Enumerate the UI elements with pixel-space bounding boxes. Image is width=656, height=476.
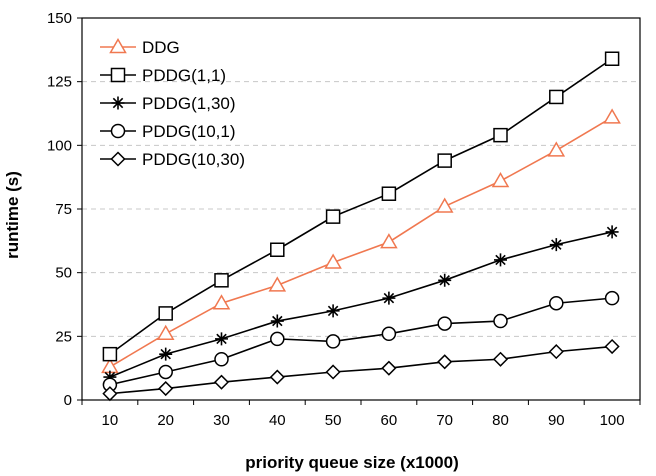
data-point-pddg-1-1 [214, 273, 229, 288]
data-point-pddg-10-30 [102, 386, 118, 402]
data-point-ddg [268, 276, 287, 292]
data-point-pddg-10-1 [604, 290, 620, 306]
data-point-pddg-1-1 [493, 127, 508, 143]
y-tick-label: 50 [55, 265, 72, 282]
series-line-pddg-10-1 [109, 297, 613, 386]
legend-label: PDDG(10,30) [142, 150, 245, 169]
data-point-pddg-10-1 [214, 352, 229, 367]
data-point-pddg-10-1 [270, 331, 285, 347]
data-point-pddg-1-30 [549, 238, 563, 252]
data-point-pddg-10-30 [213, 374, 230, 390]
x-tick-label: 70 [436, 412, 453, 429]
x-tick-label: 60 [381, 412, 398, 429]
x-tick-label: 90 [548, 412, 565, 429]
series-pddg-10-1 [102, 290, 620, 392]
data-point-pddg-1-30 [215, 332, 228, 346]
series-line-pddg-10-30 [109, 345, 613, 395]
gridlines [82, 81, 640, 337]
data-point-pddg-10-30 [604, 338, 620, 355]
data-point-ddg [435, 197, 454, 213]
data-point-pddg-1-1 [437, 153, 452, 168]
data-point-pddg-1-1 [381, 186, 397, 201]
data-point-pddg-1-30 [605, 225, 619, 239]
y-tick-label: 125 [47, 74, 72, 91]
series-pddg-1-1 [102, 51, 620, 362]
data-point-pddg-1-1 [325, 209, 341, 224]
legend-entry-pddg-1-1: PDDG(1,1) [100, 66, 226, 85]
x-tick-label: 20 [157, 412, 174, 429]
legend-marker [111, 96, 125, 110]
y-tick-label: 0 [64, 392, 72, 409]
data-point-ddg [491, 171, 510, 188]
x-tick-label: 40 [269, 412, 286, 429]
data-point-pddg-1-1 [102, 346, 118, 362]
legend-marker [109, 37, 127, 54]
data-point-pddg-1-30 [270, 314, 284, 328]
legend-marker [110, 67, 126, 83]
data-point-ddg [547, 141, 566, 157]
data-point-ddg [380, 233, 398, 249]
series-lines [101, 51, 621, 402]
data-point-ddg [156, 324, 175, 341]
x-axis-title: priority queue size (x1000) [245, 453, 459, 472]
x-tick-label: 100 [600, 412, 625, 429]
data-point-pddg-10-1 [325, 334, 341, 349]
legend-marker [110, 123, 126, 139]
data-point-ddg [212, 294, 231, 310]
data-point-pddg-10-30 [325, 364, 341, 380]
data-point-pddg-10-30 [492, 351, 509, 367]
x-tick-label: 10 [102, 412, 119, 429]
data-point-pddg-10-1 [493, 313, 508, 329]
data-point-pddg-1-1 [270, 242, 285, 257]
y-tick-label: 150 [47, 10, 72, 27]
data-point-pddg-1-30 [494, 253, 507, 267]
series-pddg-1-30 [103, 225, 619, 384]
legend-entry-pddg-10-30: PDDG(10,30) [100, 150, 245, 169]
data-point-pddg-10-1 [437, 316, 452, 331]
legend-entry-ddg: DDG [100, 37, 180, 57]
data-point-pddg-10-1 [158, 364, 173, 380]
series-line-pddg-1-30 [109, 231, 613, 378]
legend-label: PDDG(1,1) [142, 66, 226, 85]
data-point-pddg-1-30 [438, 273, 452, 287]
legend: DDG PDDG(1,1) PDDG(1,30) PDDG(10,1) PDDG(10,… [100, 37, 245, 169]
x-tick-label: 30 [213, 412, 230, 429]
data-point-pddg-1-1 [549, 89, 564, 105]
legend-marker [110, 151, 126, 167]
data-point-pddg-1-30 [103, 370, 117, 384]
data-point-pddg-10-30 [381, 360, 397, 376]
data-point-pddg-1-30 [326, 304, 340, 318]
legend-entry-pddg-1-30: PDDG(1,30) [100, 94, 236, 113]
legend-label: PDDG(1,30) [142, 94, 236, 113]
data-point-ddg [324, 253, 342, 269]
data-point-pddg-1-30 [382, 291, 396, 305]
data-point-pddg-10-30 [158, 380, 174, 397]
series-pddg-10-30 [102, 338, 620, 402]
y-tick-label: 25 [55, 328, 72, 345]
data-point-pddg-1-1 [158, 306, 173, 321]
y-axis-title: runtime (s) [3, 171, 22, 259]
legend-entry-pddg-10-1: PDDG(10,1) [100, 122, 236, 141]
series-line-pddg-1-1 [109, 58, 613, 355]
legend-label: DDG [142, 38, 180, 57]
series-ddg [101, 108, 621, 374]
axes: 0 25 50 75 100 125 150 10 20 30 40 50 60 70 80 90 100 [47, 10, 641, 429]
legend-label: PDDG(10,1) [142, 122, 236, 141]
data-point-pddg-10-1 [381, 326, 397, 342]
x-tick-label: 80 [492, 412, 509, 429]
data-point-pddg-10-30 [548, 344, 564, 360]
series-line-ddg [109, 116, 613, 368]
data-point-pddg-10-30 [269, 369, 285, 385]
y-tick-label: 100 [47, 137, 72, 154]
y-tick-label: 75 [55, 201, 72, 218]
data-point-pddg-10-1 [549, 295, 564, 311]
data-point-pddg-1-1 [604, 51, 620, 66]
data-point-pddg-1-30 [159, 347, 173, 361]
data-point-pddg-10-30 [437, 354, 453, 370]
data-point-ddg [603, 108, 621, 124]
x-tick-label: 50 [325, 412, 342, 429]
